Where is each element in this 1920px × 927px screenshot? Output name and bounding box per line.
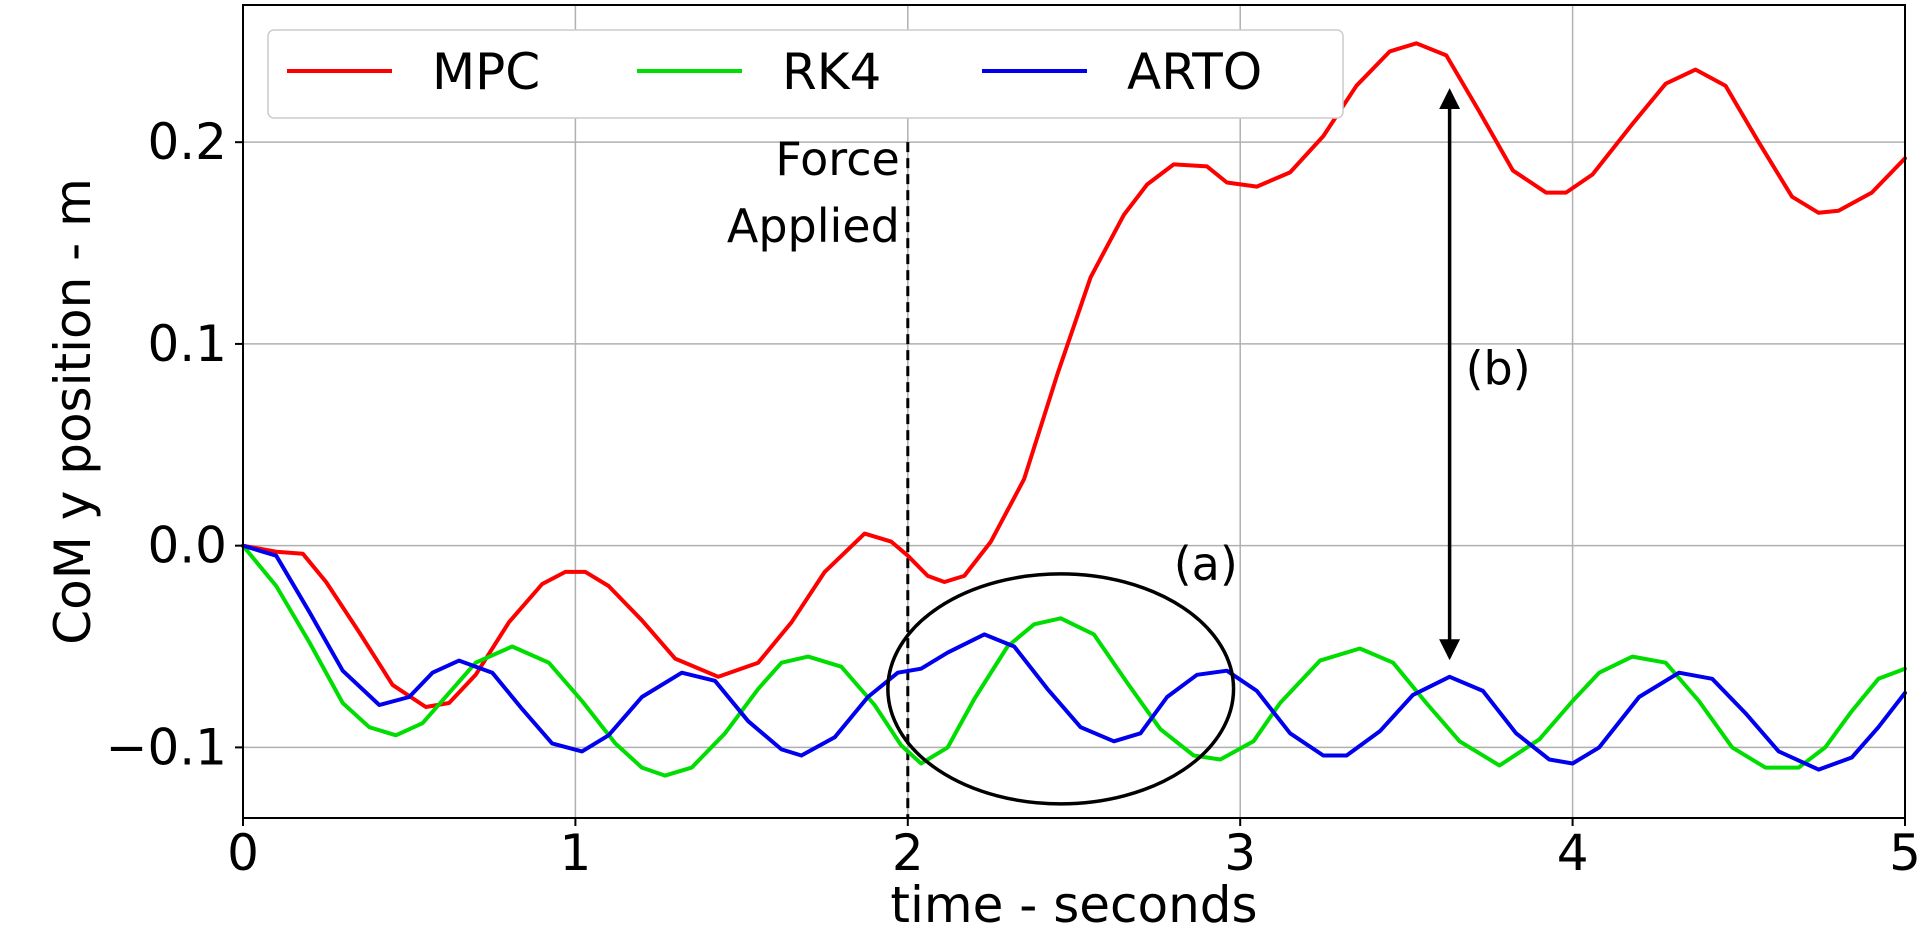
y-tick-label: 0.2 xyxy=(147,113,227,171)
legend-label-mpc: MPC xyxy=(432,43,540,101)
annotation-b-label: (b) xyxy=(1466,341,1531,395)
legend: MPC RK4 ARTO xyxy=(267,29,1344,119)
annotation-a-ellipse xyxy=(886,572,1236,806)
x-tick-label: 2 xyxy=(892,824,924,882)
plot-area xyxy=(243,5,1905,818)
y-tick-label: 0.1 xyxy=(147,315,227,373)
series-line-arto xyxy=(241,543,1907,772)
x-axis-label: time - seconds xyxy=(890,876,1257,927)
legend-box xyxy=(267,29,1344,119)
series-line-mpc xyxy=(241,41,1907,709)
force-applied-line-group: Force Applied xyxy=(727,132,910,818)
legend-label-rk4: RK4 xyxy=(782,43,881,101)
x-tick-label: 5 xyxy=(1889,824,1920,882)
x-tick-label: 3 xyxy=(1224,824,1256,882)
x-tick-label: 1 xyxy=(559,824,591,882)
force-applied-label-line2: Applied xyxy=(727,199,900,253)
series-lines xyxy=(241,41,1907,778)
x-tick-label: 4 xyxy=(1557,824,1589,882)
annotations: (a) (b) xyxy=(886,88,1531,806)
y-axis-label: CoM y position - m xyxy=(44,178,102,645)
y-tick-label: −0.1 xyxy=(106,718,227,776)
force-applied-label-line1: Force xyxy=(775,132,899,186)
x-tick-label: 0 xyxy=(227,824,259,882)
y-tick-label: 0.0 xyxy=(147,517,227,575)
annotation-a-label: (a) xyxy=(1174,537,1238,591)
series-line-rk4 xyxy=(241,543,1907,778)
axes-frame xyxy=(242,4,1906,819)
x-axis-ticks: 0 1 2 3 4 5 xyxy=(227,818,1920,882)
y-axis-ticks: −0.1 0.0 0.1 0.2 xyxy=(106,113,243,776)
legend-label-arto: ARTO xyxy=(1127,43,1262,101)
